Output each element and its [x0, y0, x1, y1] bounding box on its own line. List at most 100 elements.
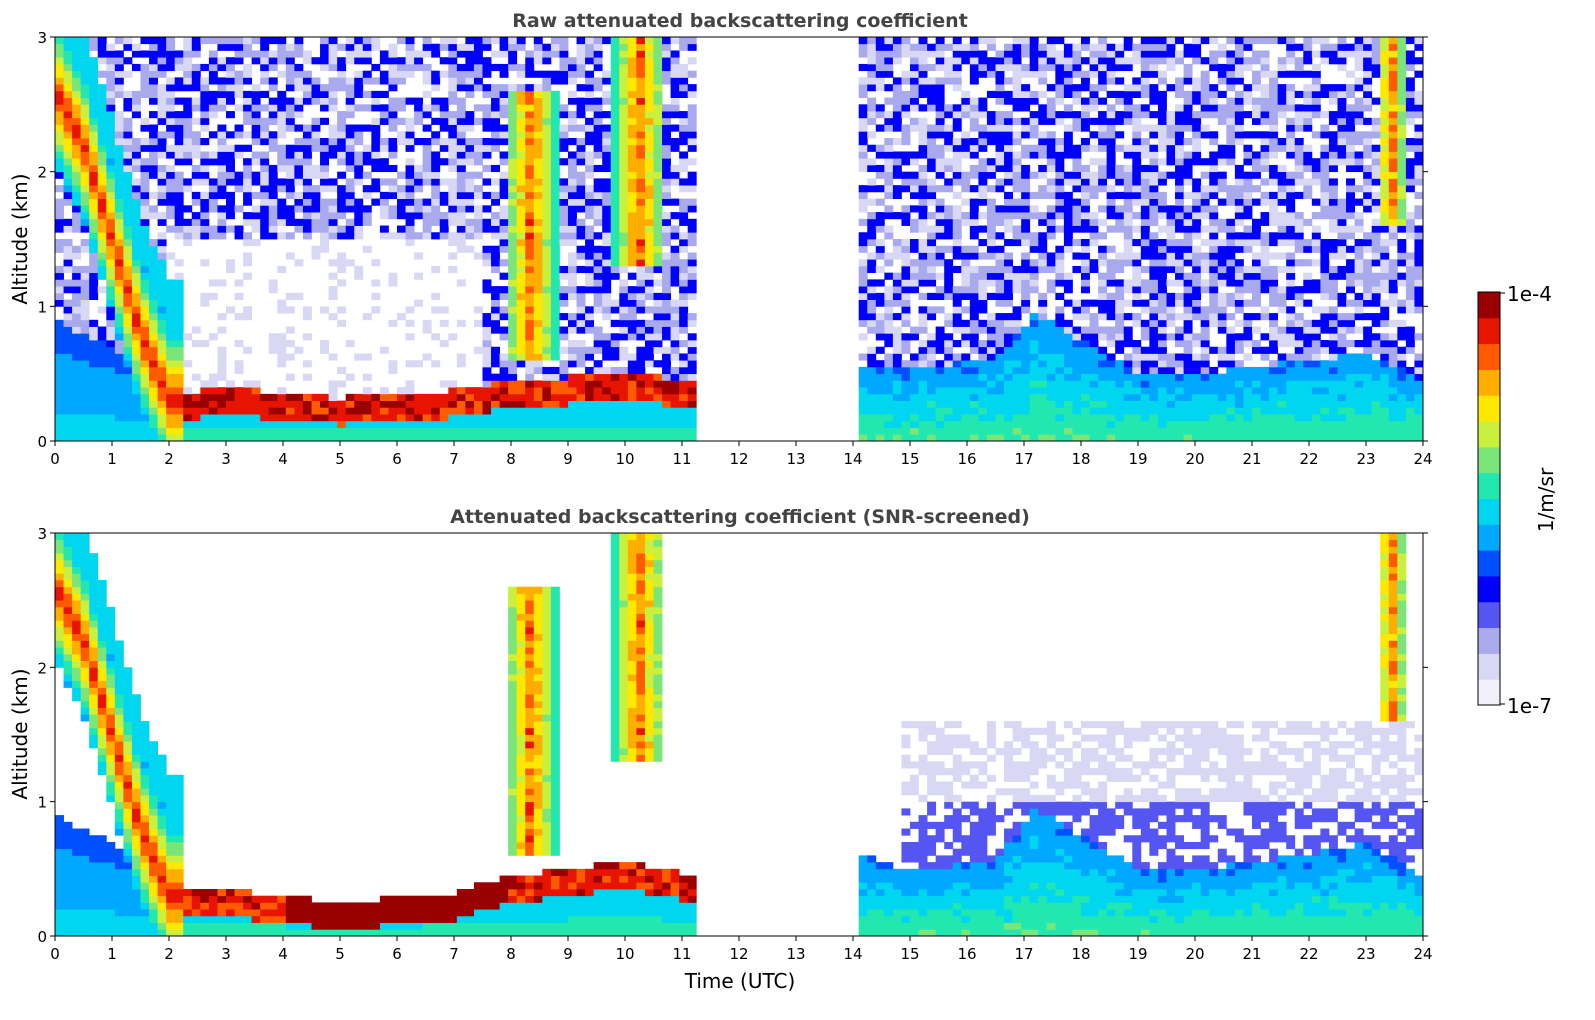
heatmap-cell: [884, 292, 894, 300]
heatmap-cell: [1055, 77, 1065, 85]
heatmap-cell: [568, 239, 577, 247]
heatmap-cell: [858, 218, 868, 226]
heatmap-cell: [328, 131, 338, 139]
heatmap-cell: [1115, 380, 1125, 388]
heatmap-cell: [952, 218, 962, 226]
heatmap-cell: [72, 434, 82, 441]
heatmap-cell: [328, 414, 338, 422]
heatmap-cell: [362, 70, 372, 78]
heatmap-cell: [644, 306, 654, 314]
heatmap-cell: [414, 360, 424, 368]
heatmap-cell: [1004, 164, 1013, 173]
heatmap-cell: [97, 131, 107, 139]
heatmap-cell: [944, 373, 954, 381]
heatmap-cell: [114, 420, 124, 428]
heatmap-cell: [1072, 265, 1082, 274]
heatmap-cell: [1123, 299, 1133, 307]
heatmap-cell: [174, 333, 184, 341]
heatmap-cell: [439, 319, 449, 327]
heatmap-cell: [525, 84, 535, 92]
heatmap-cell: [1055, 420, 1065, 428]
heatmap-cell: [328, 178, 338, 186]
heatmap-cell: [627, 387, 637, 395]
heatmap-cell: [961, 393, 971, 401]
heatmap-cell: [1046, 185, 1056, 193]
heatmap-cell: [140, 272, 150, 280]
heatmap-cell: [1115, 164, 1125, 173]
heatmap-cell: [1038, 57, 1048, 65]
heatmap-cell: [995, 97, 1005, 105]
heatmap-cell: [131, 232, 141, 240]
heatmap-cell: [371, 407, 381, 415]
heatmap-cell: [516, 387, 526, 395]
heatmap-cell: [533, 171, 543, 179]
heatmap-cell: [1046, 380, 1056, 388]
heatmap-cell: [465, 420, 475, 428]
heatmap-cell: [687, 340, 697, 348]
heatmap-cell: [114, 124, 124, 132]
heatmap-cell: [320, 245, 329, 253]
heatmap-cell: [89, 138, 99, 146]
heatmap-cell: [610, 43, 620, 51]
heatmap-cell: [114, 63, 124, 72]
heatmap-cell: [456, 43, 466, 51]
heatmap-cell: [191, 191, 201, 199]
heatmap-cell: [456, 225, 466, 233]
heatmap-cell: [662, 306, 671, 314]
heatmap-cell: [961, 373, 971, 381]
heatmap-cell: [1098, 37, 1108, 45]
heatmap-cell: [140, 292, 150, 300]
heatmap-cell: [482, 373, 492, 381]
heatmap-cell: [1149, 239, 1159, 247]
heatmap-cell: [260, 225, 270, 233]
heatmap-cell: [1063, 225, 1073, 233]
heatmap-cell: [431, 138, 441, 146]
heatmap-cell: [405, 239, 415, 247]
heatmap-cell: [200, 340, 210, 348]
heatmap-cell: [311, 427, 321, 435]
heatmap-cell: [508, 218, 518, 226]
heatmap-cell: [106, 232, 116, 240]
heatmap-cell: [533, 434, 543, 441]
heatmap-cell: [149, 191, 158, 199]
heatmap-cell: [1132, 319, 1142, 327]
heatmap-cell: [1132, 50, 1142, 58]
heatmap-cell: [593, 178, 603, 186]
heatmap-cell: [63, 111, 73, 119]
heatmap-cell: [80, 414, 90, 422]
heatmap-cell: [653, 259, 663, 267]
heatmap-cell: [1046, 117, 1056, 125]
heatmap-cell: [969, 400, 979, 408]
heatmap-cell: [952, 292, 962, 300]
heatmap-cell: [1089, 346, 1099, 354]
heatmap-cell: [670, 245, 680, 253]
heatmap-cell: [285, 158, 295, 166]
heatmap-cell: [619, 191, 629, 199]
heatmap-cell: [345, 37, 355, 45]
heatmap-cell: [858, 299, 868, 307]
heatmap-cell: [157, 63, 167, 72]
heatmap-cell: [234, 313, 244, 321]
heatmap-cell: [576, 84, 586, 92]
heatmap-cell: [388, 104, 398, 112]
heatmap-cell: [568, 279, 577, 287]
heatmap-cell: [97, 151, 107, 159]
heatmap-cell: [969, 97, 979, 105]
heatmap-cell: [1038, 191, 1048, 199]
heatmap-cell: [89, 225, 99, 233]
heatmap-cell: [653, 185, 663, 193]
heatmap-cell: [422, 225, 432, 233]
heatmap-cell: [585, 245, 595, 253]
heatmap-cell: [362, 171, 372, 179]
heatmap-cell: [593, 407, 603, 415]
heatmap-cell: [867, 232, 877, 240]
heatmap-cell: [328, 198, 338, 206]
heatmap-cell: [858, 232, 868, 240]
heatmap-cell: [294, 292, 304, 300]
heatmap-cell: [875, 313, 885, 321]
heatmap-cell: [166, 50, 176, 58]
heatmap-cell: [593, 366, 603, 375]
heatmap-cell: [157, 178, 167, 186]
heatmap-cell: [345, 57, 355, 65]
heatmap-cell: [918, 272, 928, 280]
